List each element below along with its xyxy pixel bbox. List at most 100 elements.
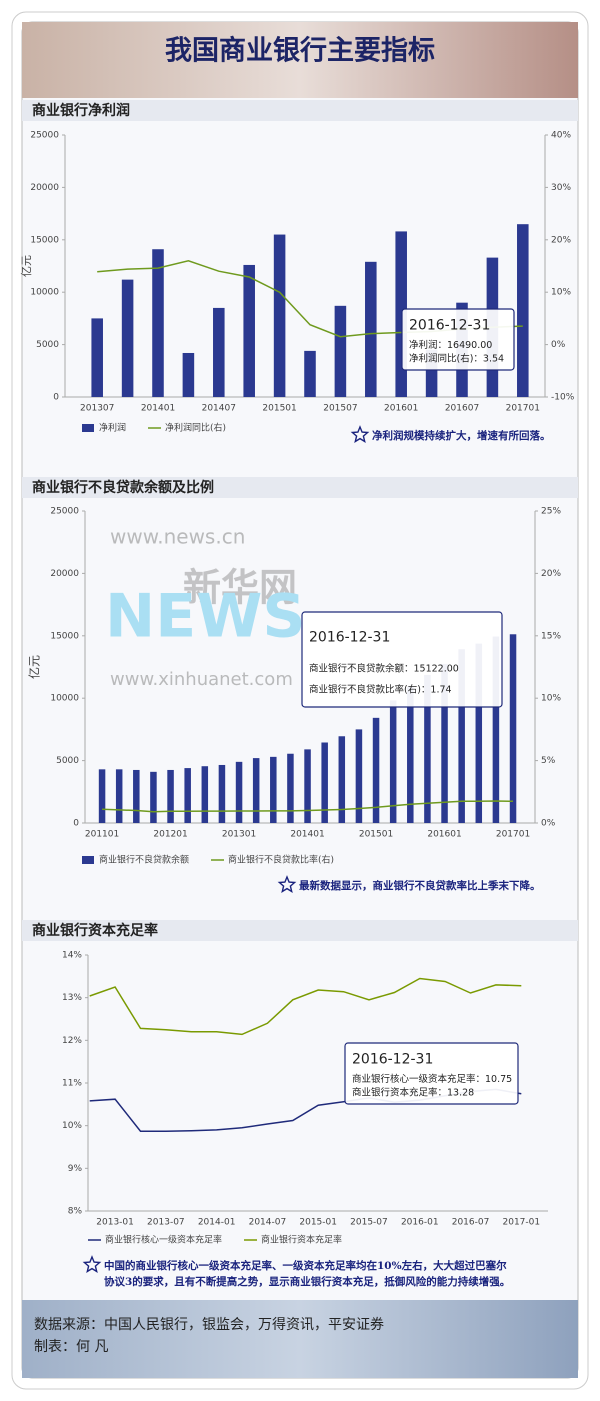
x-tick-label: 201407	[202, 404, 236, 414]
bar	[287, 753, 294, 823]
note-text: 中国的商业银行核心一级资本充足率、一级资本充足率均在10%左右，大大超过巴塞尔	[104, 1259, 507, 1272]
bar	[334, 305, 347, 397]
watermark-text: www.xinhuanet.com	[110, 669, 293, 690]
tooltip-line: 净利润：16490.00	[409, 339, 492, 351]
y-axis-label: 亿元	[27, 655, 42, 679]
x-tick-label: 201401	[141, 404, 175, 414]
x-tick-label: 201401	[290, 830, 324, 840]
star-icon	[350, 425, 370, 443]
watermark-text: 新华网	[183, 566, 297, 610]
tooltip-date: 2016-12-31	[309, 630, 390, 646]
x-tick-label: 2013-07	[147, 1218, 185, 1228]
x-tick-label: 201201	[153, 830, 187, 840]
bar	[372, 717, 380, 823]
x-tick-label: 2015-01	[299, 1218, 337, 1228]
x-tick-label: 201501	[262, 404, 296, 414]
section-bar	[22, 920, 578, 941]
bar	[182, 352, 195, 397]
tooltip-line: 商业银行不良贷款比率(右)：1.74	[309, 683, 452, 695]
legend-swatch	[82, 424, 94, 432]
bar	[389, 700, 397, 823]
bar	[152, 249, 164, 397]
bar	[475, 643, 483, 823]
section-title: 商业银行资本充足率	[32, 922, 158, 939]
bar	[509, 634, 517, 823]
x-tick-label: 201607	[445, 404, 479, 414]
y-tick-label: 12%	[62, 1036, 82, 1046]
x-tick-label: 201301	[222, 830, 256, 840]
bar	[243, 264, 255, 397]
bar	[425, 349, 438, 397]
bar	[365, 261, 377, 397]
y-tick-label: 15000	[50, 631, 79, 641]
note-text: 最新数据显示，商业银行不良贷款率比上季末下降。	[299, 879, 541, 892]
y-tick-label: 0	[73, 819, 79, 829]
maker: 制表：何 凡	[34, 1339, 108, 1355]
bar	[252, 758, 260, 823]
bar	[218, 764, 226, 823]
y-tick-label: 8%	[68, 1207, 83, 1217]
bar	[321, 742, 328, 823]
y-tick-label: 13%	[62, 993, 82, 1003]
y-tick-label: 9%	[68, 1164, 83, 1174]
x-tick-label: 2016-07	[452, 1218, 490, 1228]
bar	[133, 769, 140, 823]
legend-label: 净利润	[99, 422, 126, 434]
note-text: 协议3的要求，且有不断提高之势，显示商业银行资本充足，抵御风险的能力持续增强。	[104, 1275, 510, 1288]
y-tick-label: 40%	[551, 131, 571, 141]
star-icon	[277, 875, 297, 893]
watermark: www.news.cn 新华网 NEWS www.xinhuanet.com	[105, 525, 306, 691]
watermark-text: www.news.cn	[110, 525, 245, 549]
y-tick-label: 25000	[30, 131, 59, 141]
y-tick-label: 20%	[551, 235, 571, 245]
y-tick-label: 5000	[56, 756, 79, 766]
bar	[424, 674, 431, 823]
x-tick-label: 2013-01	[96, 1218, 134, 1228]
note-text: 净利润规模持续扩大，增速有所回落。	[372, 429, 551, 442]
y-tick-label: 11%	[62, 1079, 82, 1089]
y-tick-label: 25%	[541, 507, 561, 517]
tooltip-line: 净利润同比(右)：3.54	[409, 353, 504, 365]
legend-label: 商业银行资本充足率	[261, 1234, 342, 1246]
section-title: 商业银行不良贷款余额及比例	[32, 479, 214, 496]
bar	[517, 224, 529, 397]
bar	[150, 771, 157, 823]
tooltip-date: 2016-12-31	[352, 1051, 433, 1067]
y-tick-label: -10%	[551, 393, 575, 403]
header-banner	[22, 22, 578, 98]
bar	[121, 279, 134, 397]
y-tick-label: 15%	[541, 631, 561, 641]
y-tick-label: 14%	[62, 951, 82, 961]
y-tick-label: 20000	[50, 569, 79, 579]
section-bar	[22, 100, 578, 121]
y-tick-label: 5%	[541, 756, 556, 766]
bar	[407, 686, 414, 823]
y-tick-label: 15000	[30, 235, 59, 245]
bar	[201, 766, 209, 823]
tooltip-line: 商业银行核心一级资本充足率：10.75	[352, 1073, 512, 1085]
bar	[91, 318, 103, 397]
x-tick-label: 201501	[359, 830, 393, 840]
bar	[213, 307, 225, 397]
y-tick-label: 0%	[541, 819, 556, 829]
x-tick-label: 201507	[323, 404, 357, 414]
bar	[338, 736, 346, 823]
legend-label: 商业银行核心一级资本充足率	[105, 1234, 222, 1246]
legend-label: 净利润同比(右)	[165, 422, 226, 434]
footer-banner	[22, 1300, 578, 1378]
line-series	[102, 800, 514, 813]
legend-label: 商业银行不良贷款比率(右)	[228, 854, 334, 866]
x-tick-label: 2014-01	[198, 1218, 236, 1228]
bar	[184, 768, 191, 823]
legend-swatch	[82, 856, 94, 864]
y-tick-label: 10%	[551, 288, 571, 298]
bar	[458, 649, 465, 823]
y-tick-label: 20000	[30, 183, 59, 193]
y-tick-label: 25000	[50, 507, 79, 517]
tooltip-box	[344, 1042, 519, 1105]
y-tick-label: 20%	[541, 569, 561, 579]
legend-label: 商业银行不良贷款余额	[99, 854, 189, 866]
x-tick-label: 2016-01	[401, 1218, 439, 1228]
section-title: 商业银行净利润	[32, 102, 130, 119]
